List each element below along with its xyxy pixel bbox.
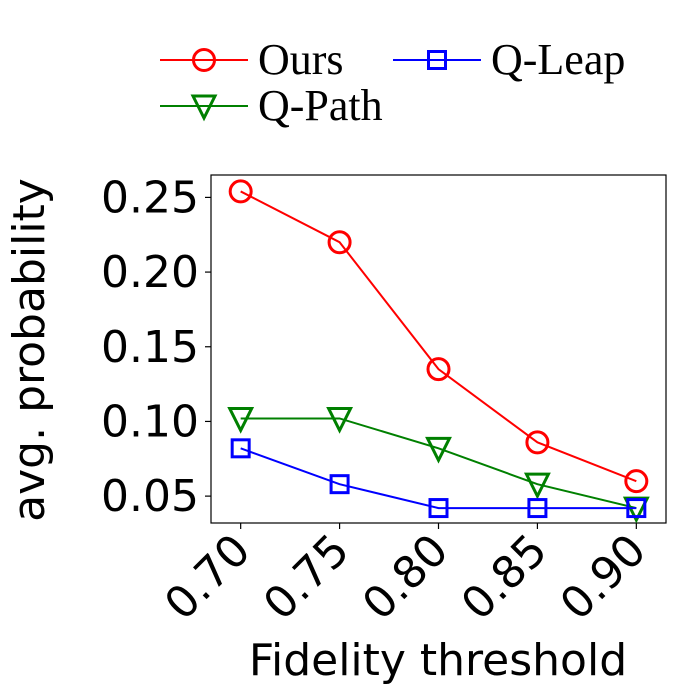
legend-marker [192,48,216,72]
x-tick-label: 0.80 [353,525,458,630]
legend-entry-q-path: Q-Path [160,81,383,130]
y-axis-label: avg. probability [4,178,55,522]
data-point-ours [624,469,649,494]
legend-entry-q-leap: Q-Leap [393,35,625,84]
y-tick-label: 0.10 [101,396,199,447]
plot-frame [210,174,667,524]
x-tick-label: 0.85 [452,525,557,630]
legend-label: Ours [258,35,344,84]
x-axis-label: Fidelity threshold [249,635,627,686]
data-point-q-leap [527,498,548,519]
data-point-ours [327,230,352,255]
x-tick-label: 0.70 [155,525,260,630]
data-point-q-path [425,436,452,464]
legend-label: Q-Leap [491,35,625,84]
series-line-q-leap [240,447,637,510]
series-line-ours [240,190,637,483]
x-tick-label: 0.90 [551,525,656,630]
data-point-q-leap [626,498,647,519]
y-tick-label: 0.25 [101,172,199,223]
legend-marker [427,50,447,70]
plot-area: 0.05 0.10 0.15 0.20 0.25 0.700.750.800.850.90 [101,172,667,630]
y-tick-label: 0.20 [101,247,199,298]
y-tick-label: 0.05 [101,471,199,522]
legend: Ours Q-Leap Q-Path [160,35,625,130]
legend-marker [190,94,218,122]
data-point-q-path [523,472,551,500]
data-point-q-leap [329,474,350,495]
x-tick-label: 0.75 [254,525,359,630]
data-point-ours [426,357,451,382]
series-line-q-path [240,417,637,510]
legend-entry-ours: Ours [160,35,344,84]
legend-label: Q-Path [258,81,383,130]
data-point-q-path [227,406,255,434]
data-point-ours [228,179,253,204]
data-point-ours [525,430,550,455]
data-point-q-leap [230,438,251,459]
data-point-q-leap [428,498,449,519]
data-point-q-path [326,406,354,434]
y-tick-label: 0.15 [101,322,199,373]
